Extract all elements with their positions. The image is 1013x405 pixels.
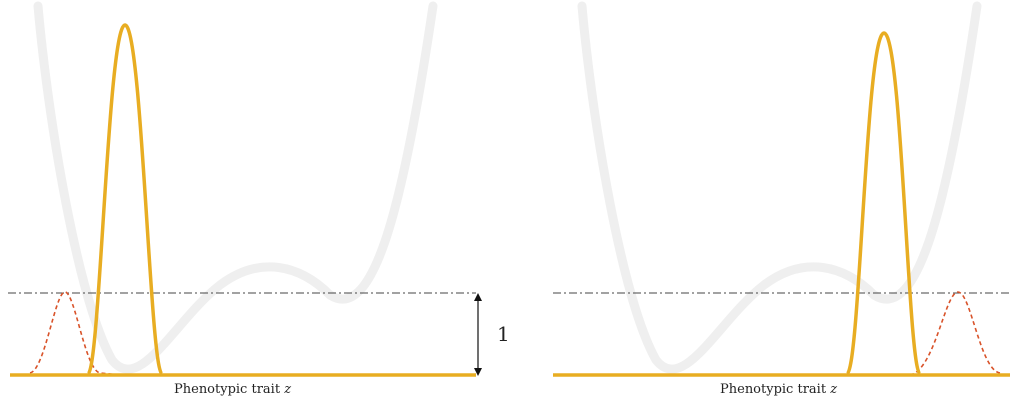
right-offspring-curve — [909, 291, 1001, 376]
right-distribution-curve — [845, 31, 922, 376]
left-x-axis-label: Phenotypic trait z — [174, 382, 291, 397]
right-x-axis-label: Phenotypic trait z — [720, 382, 837, 397]
left-fitness-landscape — [33, 1, 438, 374]
left-peak-label: 1 — [497, 322, 510, 346]
left-offspring-curve — [29, 291, 121, 376]
left-panel: 1 Phenotypic trait z — [8, 1, 510, 397]
right-panel: Phenotypic trait z — [553, 1, 1010, 397]
left-distribution-curve — [86, 23, 164, 376]
left-arrow-head-top — [474, 293, 482, 301]
left-arrow-head-bottom — [474, 368, 482, 376]
right-fitness-landscape — [577, 1, 982, 374]
